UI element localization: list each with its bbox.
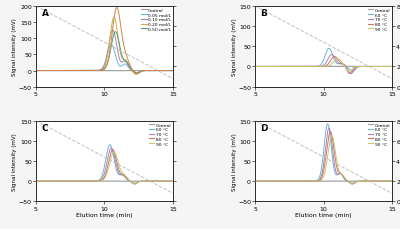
- Y-axis label: Signal intensity (mV): Signal intensity (mV): [232, 133, 236, 190]
- Text: C: C: [42, 123, 48, 132]
- Y-axis label: Signal intensity (mV): Signal intensity (mV): [12, 18, 18, 76]
- Text: B: B: [260, 9, 268, 18]
- X-axis label: Elution time (min): Elution time (min): [295, 212, 352, 217]
- Legend: Control, 60 °C, 70 °C, 80 °C, 90 °C: Control, 60 °C, 70 °C, 80 °C, 90 °C: [368, 8, 391, 32]
- X-axis label: Elution time (min): Elution time (min): [76, 212, 133, 217]
- Legend: Control, 60 °C, 70 °C, 80 °C, 90 °C: Control, 60 °C, 70 °C, 80 °C, 90 °C: [148, 123, 172, 146]
- Y-axis label: Signal intensity (mV): Signal intensity (mV): [232, 18, 236, 76]
- Legend: Control, 60 °C, 70 °C, 80 °C, 90 °C: Control, 60 °C, 70 °C, 80 °C, 90 °C: [368, 123, 391, 146]
- Y-axis label: Signal intensity (mV): Signal intensity (mV): [12, 133, 18, 190]
- Text: D: D: [260, 123, 268, 132]
- Text: A: A: [42, 9, 48, 18]
- Legend: Control, 0.05 mol/L, 0.10 mol/L, 0.20 mol/L, 0.50 mol/L: Control, 0.05 mol/L, 0.10 mol/L, 0.20 mo…: [141, 8, 172, 32]
